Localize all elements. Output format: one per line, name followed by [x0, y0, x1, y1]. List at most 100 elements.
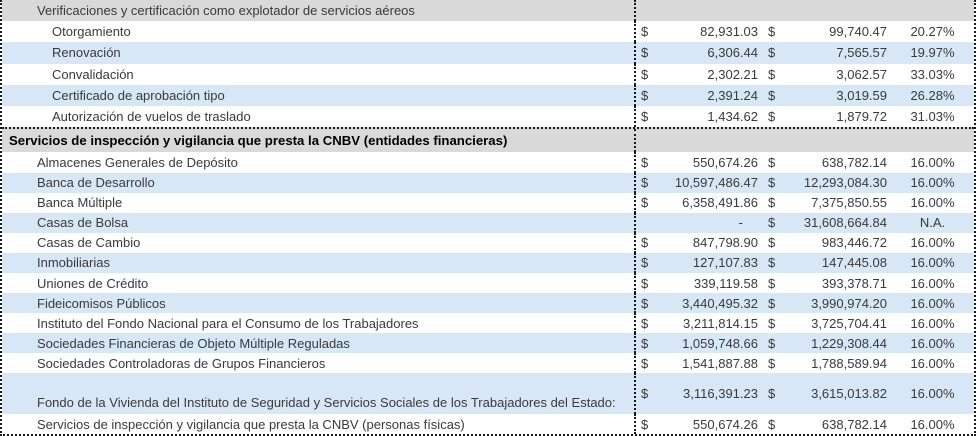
- amount-col1-value: 2,302.21: [707, 66, 758, 82]
- table-row: Autorización de vuelos de traslado $1,434…: [2, 105, 974, 128]
- amount-col2-value: 3,019.59: [836, 87, 887, 103]
- variation-pct-value: 16.00%: [910, 195, 955, 211]
- amount-col2-cell: $12,293,084.30: [761, 173, 891, 193]
- variation-pct-value: 26.28%: [910, 87, 955, 103]
- amount-col1-value: 1,541,887.88: [682, 355, 758, 371]
- currency-symbol-icon: $: [768, 255, 776, 271]
- currency-symbol-icon: $: [641, 416, 649, 432]
- currency-symbol-icon: $: [641, 355, 649, 371]
- amount-col2-cell: $3,725,704.41: [761, 313, 891, 333]
- amount-col1-cell: $3,440,495.32: [636, 293, 761, 313]
- amount-col1-empty: [636, 129, 761, 152]
- row-label: Autorización de vuelos de traslado: [2, 105, 636, 128]
- currency-symbol-icon: $: [768, 416, 776, 432]
- amount-col1-cell: $550,674.26: [636, 152, 761, 172]
- amount-col1-value: 6,358,491.86: [682, 195, 758, 211]
- amount-col1-value: 339,119.58: [693, 275, 758, 291]
- amount-col2-value: 31,608,664.84: [803, 215, 887, 231]
- table-row: Convalidación $2,302.21 $3,062.57 33.03%: [2, 63, 974, 85]
- amount-col2-value: 3,990,974.20: [811, 295, 887, 311]
- table-row: Instituto del Fondo Nacional para el Con…: [2, 313, 974, 334]
- amount-col1-value: 1,434.62: [707, 109, 758, 125]
- amount-col1-value: 82,931.03: [700, 24, 758, 40]
- table-row: Banca Múltiple $6,358,491.86 $7,375,850.55…: [2, 192, 974, 213]
- currency-symbol-icon: $: [768, 45, 776, 61]
- amount-col2-cell: $638,782.14: [761, 414, 891, 434]
- table-row: Otorgamiento $82,931.03 $99,740.47 20.27%: [2, 21, 974, 43]
- variation-pct-value: 16.00%: [910, 255, 955, 271]
- table-row: Servicios de inspección y vigilancia que…: [2, 414, 974, 434]
- section-header-label: Servicios de inspección y vigilancia que…: [2, 129, 636, 153]
- amount-col2-cell: $99,740.47: [761, 21, 891, 42]
- currency-symbol-icon: $: [768, 87, 776, 103]
- row-label: Sociedades Financieras de Objeto Múltipl…: [2, 333, 636, 354]
- variation-pct-value: 16.00%: [910, 416, 955, 432]
- pct-col-empty: [891, 129, 974, 152]
- variation-pct-cell: 19.97%: [891, 42, 974, 63]
- amount-col2-cell: $147,445.08: [761, 253, 891, 273]
- variation-pct-value: 16.00%: [910, 295, 955, 311]
- amount-col1-value: 847,798.90: [692, 235, 758, 251]
- amount-col1-cell: $6,306.44: [636, 42, 761, 63]
- currency-symbol-icon: $: [641, 335, 649, 351]
- amount-col2-empty: [761, 129, 891, 152]
- currency-symbol-icon: $: [768, 195, 776, 211]
- amount-col2-value: 393,378.71: [821, 275, 887, 291]
- variation-pct-value: 16.00%: [910, 175, 955, 191]
- currency-symbol-icon: $: [768, 215, 776, 231]
- amount-col1-value: 550,674.26: [692, 416, 758, 432]
- currency-symbol-icon: $: [641, 315, 649, 331]
- amount-col2-cell: $3,062.57: [761, 64, 891, 85]
- amount-col2-cell: $7,565.57: [761, 42, 891, 63]
- currency-symbol-icon: $: [641, 386, 649, 402]
- row-label: Servicios de inspección y vigilancia que…: [2, 414, 636, 434]
- amount-col2-cell: $31,608,664.84: [761, 213, 891, 233]
- amount-col2-value: 3,062.57: [836, 66, 887, 82]
- variation-pct-cell: 16.00%: [891, 273, 974, 293]
- amount-col1-value: -: [738, 215, 743, 231]
- table-row: Certificado de aprobación tipo $2,391.24 $…: [2, 84, 974, 106]
- variation-pct-cell: 16.00%: [891, 353, 974, 373]
- amount-col1-value: 6,306.44: [707, 45, 758, 61]
- currency-symbol-icon: $: [641, 295, 649, 311]
- currency-symbol-icon: $: [768, 315, 776, 331]
- table-row: Casas de Bolsa - $31,608,664.84 N.A.: [2, 212, 974, 233]
- amount-col1-cell: $6,358,491.86: [636, 193, 761, 213]
- variation-pct-value: 19.97%: [910, 45, 955, 61]
- table-row: Inmobiliarias $127,107.83 $147,445.08 16.00…: [2, 252, 974, 273]
- amount-col1-value: 550,674.26: [692, 154, 758, 170]
- currency-symbol-icon: $: [641, 24, 649, 40]
- amount-col2-value: 3,615,013.82: [811, 386, 887, 402]
- amount-col2-cell: $1,879.72: [761, 106, 891, 127]
- amount-col2-cell: $3,990,974.20: [761, 293, 891, 313]
- variation-pct-value: 16.00%: [910, 335, 955, 351]
- variation-pct-cell: 16.00%: [891, 333, 974, 353]
- table-row: Sociedades Financieras de Objeto Múltipl…: [2, 333, 974, 354]
- row-label: Almacenes Generales de Depósito: [2, 152, 636, 173]
- amount-col1-value: 127,107.83: [692, 255, 758, 271]
- amount-col1-value: 3,440,495.32: [682, 295, 758, 311]
- variation-pct-cell: 16.00%: [891, 173, 974, 193]
- row-label: Banca de Desarrollo: [2, 172, 636, 193]
- row-label: Casas de Bolsa: [2, 212, 636, 233]
- variation-pct-value: 31.03%: [910, 109, 955, 125]
- amount-col1-empty: [636, 0, 761, 21]
- row-label: Convalidación: [2, 63, 636, 85]
- amount-col2-empty: [761, 0, 891, 21]
- row-label: Fideicomisos Públicos: [2, 293, 636, 314]
- table-row: Banca de Desarrollo $10,597,486.47 $12,293…: [2, 172, 974, 193]
- variation-pct-cell: 16.00%: [891, 152, 974, 172]
- amount-col2-value: 12,293,084.30: [803, 175, 887, 191]
- currency-symbol-icon: $: [768, 235, 776, 251]
- currency-symbol-icon: $: [641, 195, 649, 211]
- amount-col1-cell: $1,059,748.66: [636, 333, 761, 353]
- currency-symbol-icon: $: [641, 87, 649, 103]
- currency-symbol-icon: $: [768, 66, 776, 82]
- variation-pct-value: 16.00%: [910, 386, 955, 402]
- amount-col2-cell: $1,229,308.44: [761, 333, 891, 353]
- currency-symbol-icon: $: [641, 235, 649, 251]
- amount-col1-cell: $127,107.83: [636, 253, 761, 273]
- section-header-row: Servicios de inspección y vigilancia que…: [2, 127, 974, 153]
- amount-col1-cell: $2,391.24: [636, 85, 761, 106]
- table-row: Renovación $6,306.44 $7,565.57 19.97%: [2, 42, 974, 64]
